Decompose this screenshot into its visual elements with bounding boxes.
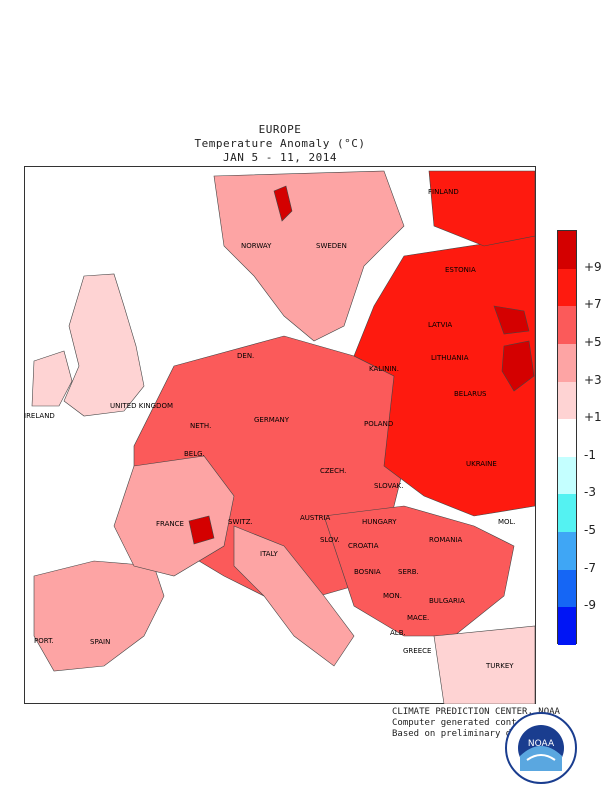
anomaly-area-plus1-turkey [433, 625, 536, 704]
country-label: SERB. [398, 568, 419, 576]
anomaly-area-plus1-uk [63, 273, 145, 417]
logo-text: NOAA [528, 739, 555, 749]
country-label: POLAND [364, 420, 393, 428]
credit-line-3: Based on preliminary data [392, 729, 528, 739]
legend-swatch [558, 306, 576, 344]
legend-swatch [558, 343, 576, 382]
anomaly-area-plus5-balkans [323, 505, 515, 637]
country-label: UKRAINE [466, 460, 497, 468]
legend-label: -7 [584, 560, 596, 575]
country-label: BULGARIA [429, 597, 465, 605]
legend-label: +9 [584, 259, 602, 274]
legend-swatch [558, 532, 576, 570]
anomaly-area-plus1-france [113, 455, 235, 577]
country-label: SLOVAK. [374, 482, 403, 490]
country-label: KALININ. [369, 365, 399, 373]
country-label: FRANCE [156, 520, 184, 528]
country-label: AUSTRIA [300, 514, 331, 522]
country-label: MOL. [498, 518, 516, 526]
legend-swatch [558, 231, 576, 269]
map-title-variable: Temperature Anomaly (°C) [194, 137, 366, 150]
anomaly-area-plus1-ireland [31, 350, 73, 407]
legend-swatch [558, 381, 576, 420]
legend-label: +3 [584, 372, 602, 387]
country-label: MACE. [407, 614, 429, 622]
legend-swatch [558, 569, 576, 608]
legend-swatch [558, 456, 576, 495]
anomaly-area-plus1-iberia [33, 560, 165, 672]
legend-label: -9 [584, 598, 596, 613]
country-label: SPAIN [90, 638, 110, 646]
anomaly-area-plus5-finland [428, 170, 536, 247]
credit-line-1: CLIMATE PREDICTION CENTER, NOAA [392, 707, 560, 717]
legend-label: +1 [584, 410, 602, 425]
country-label: CZECH. [320, 467, 346, 475]
legend-label: -1 [584, 447, 596, 462]
country-label: NORWAY [241, 242, 272, 250]
country-label: ESTONIA [445, 266, 476, 274]
map-title-region: EUROPE [258, 123, 302, 136]
credit-line-2: Computer generated contours [392, 718, 539, 728]
country-label: SLOV. [320, 536, 340, 544]
country-label: ALB. [390, 629, 406, 637]
anomaly-area-plus9-france [188, 515, 215, 545]
legend-swatch [558, 419, 576, 457]
country-label: ITALY [260, 550, 279, 558]
anomaly-area-plus1-scandinavia [213, 170, 405, 342]
country-label: HUNGARY [362, 518, 397, 526]
legend-swatch [558, 607, 576, 645]
country-label: MON. [383, 592, 402, 600]
country-label: BELG. [184, 450, 205, 458]
country-labels: FINLAND NORWAY SWEDEN ESTONIA LATVIA DEN… [24, 188, 516, 670]
country-label: PORT. [34, 637, 54, 645]
country-label: BOSNIA [354, 568, 381, 576]
country-label: GERMANY [254, 416, 290, 424]
country-label: IRELAND [24, 412, 55, 420]
legend-swatch [558, 268, 576, 307]
legend-label: -3 [584, 485, 596, 500]
country-label: LATVIA [428, 321, 452, 329]
anomaly-area-plus3-italy-balkans [233, 525, 355, 667]
country-label: NETH. [190, 422, 211, 430]
color-legend [557, 230, 577, 645]
country-label: ROMANIA [429, 536, 463, 544]
country-label: BELARUS [454, 390, 487, 398]
map-title-period: JAN 5 - 11, 2014 [223, 151, 337, 164]
legend-label: +5 [584, 334, 602, 349]
country-label: CROATIA [348, 542, 379, 550]
anomaly-map: FINLAND NORWAY SWEDEN ESTONIA LATVIA DEN… [24, 166, 536, 704]
legend-label: +7 [584, 297, 602, 312]
noaa-logo: NOAA [505, 712, 577, 784]
country-label: FINLAND [428, 188, 459, 196]
anomaly-area-plus9-latvia [493, 305, 530, 335]
legend-label: -5 [584, 523, 596, 538]
country-label: DEN. [237, 352, 254, 360]
anomaly-area-plus9-norway [273, 185, 293, 222]
anomaly-area-plus7-east [353, 235, 536, 517]
legend-swatch [558, 494, 576, 532]
country-label: SWEDEN [316, 242, 347, 250]
country-label: TURKEY [485, 662, 514, 670]
country-label: LITHUANIA [431, 354, 469, 362]
anomaly-area-plus9-belarus [501, 340, 535, 392]
country-label: UNITED KINGDOM [110, 402, 173, 410]
country-label: SWITZ. [228, 518, 253, 526]
country-label: GREECE [403, 647, 431, 655]
